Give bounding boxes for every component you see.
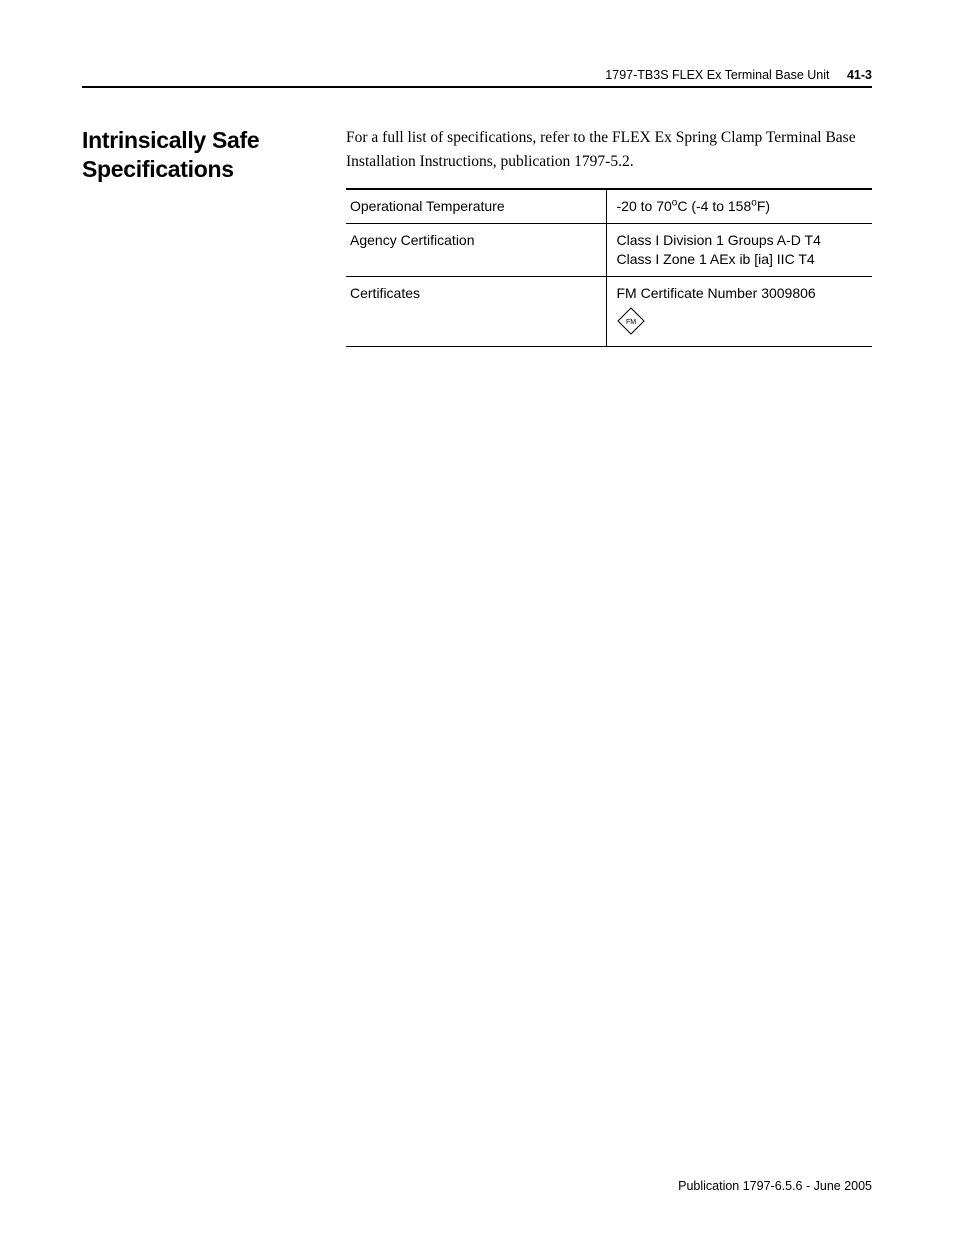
- fm-text: FM: [625, 319, 635, 326]
- spec-value: FM Certificate Number 3009806 FM: [606, 276, 872, 347]
- header-product: 1797-TB3S FLEX Ex Terminal Base Unit: [605, 68, 829, 82]
- section-heading: Intrinsically Safe Specifications: [82, 126, 346, 184]
- right-column: For a full list of specifications, refer…: [346, 126, 872, 347]
- spec-value: -20 to 70oC (-4 to 158oF): [606, 189, 872, 223]
- cert-line: Class I Division 1 Groups A-D T4: [617, 231, 865, 250]
- spec-value: Class I Division 1 Groups A-D T4 Class I…: [606, 223, 872, 276]
- temp-mid: C (-4 to 158: [677, 198, 751, 214]
- spec-table: Operational Temperature -20 to 70oC (-4 …: [346, 188, 872, 347]
- cert-number: FM Certificate Number 3009806: [617, 284, 865, 303]
- table-row: Agency Certification Class I Division 1 …: [346, 223, 872, 276]
- table-row: Certificates FM Certificate Number 30098…: [346, 276, 872, 347]
- header-pagenum: 41-3: [847, 68, 872, 82]
- section-intro: For a full list of specifications, refer…: [346, 126, 872, 174]
- content-row: Intrinsically Safe Specifications For a …: [82, 126, 872, 347]
- spec-label: Agency Certification: [346, 223, 606, 276]
- temp-post: F): [757, 198, 770, 214]
- fm-diamond-icon: FM: [617, 307, 645, 340]
- table-row: Operational Temperature -20 to 70oC (-4 …: [346, 189, 872, 223]
- page-header: 1797-TB3S FLEX Ex Terminal Base Unit 41-…: [82, 68, 872, 88]
- spec-label: Certificates: [346, 276, 606, 347]
- cert-line: Class I Zone 1 AEx ib [ia] IIC T4: [617, 250, 865, 269]
- temp-pre: -20 to 70: [617, 198, 672, 214]
- left-column: Intrinsically Safe Specifications: [82, 126, 346, 184]
- page-footer: Publication 1797-6.5.6 - June 2005: [678, 1179, 872, 1193]
- spec-label: Operational Temperature: [346, 189, 606, 223]
